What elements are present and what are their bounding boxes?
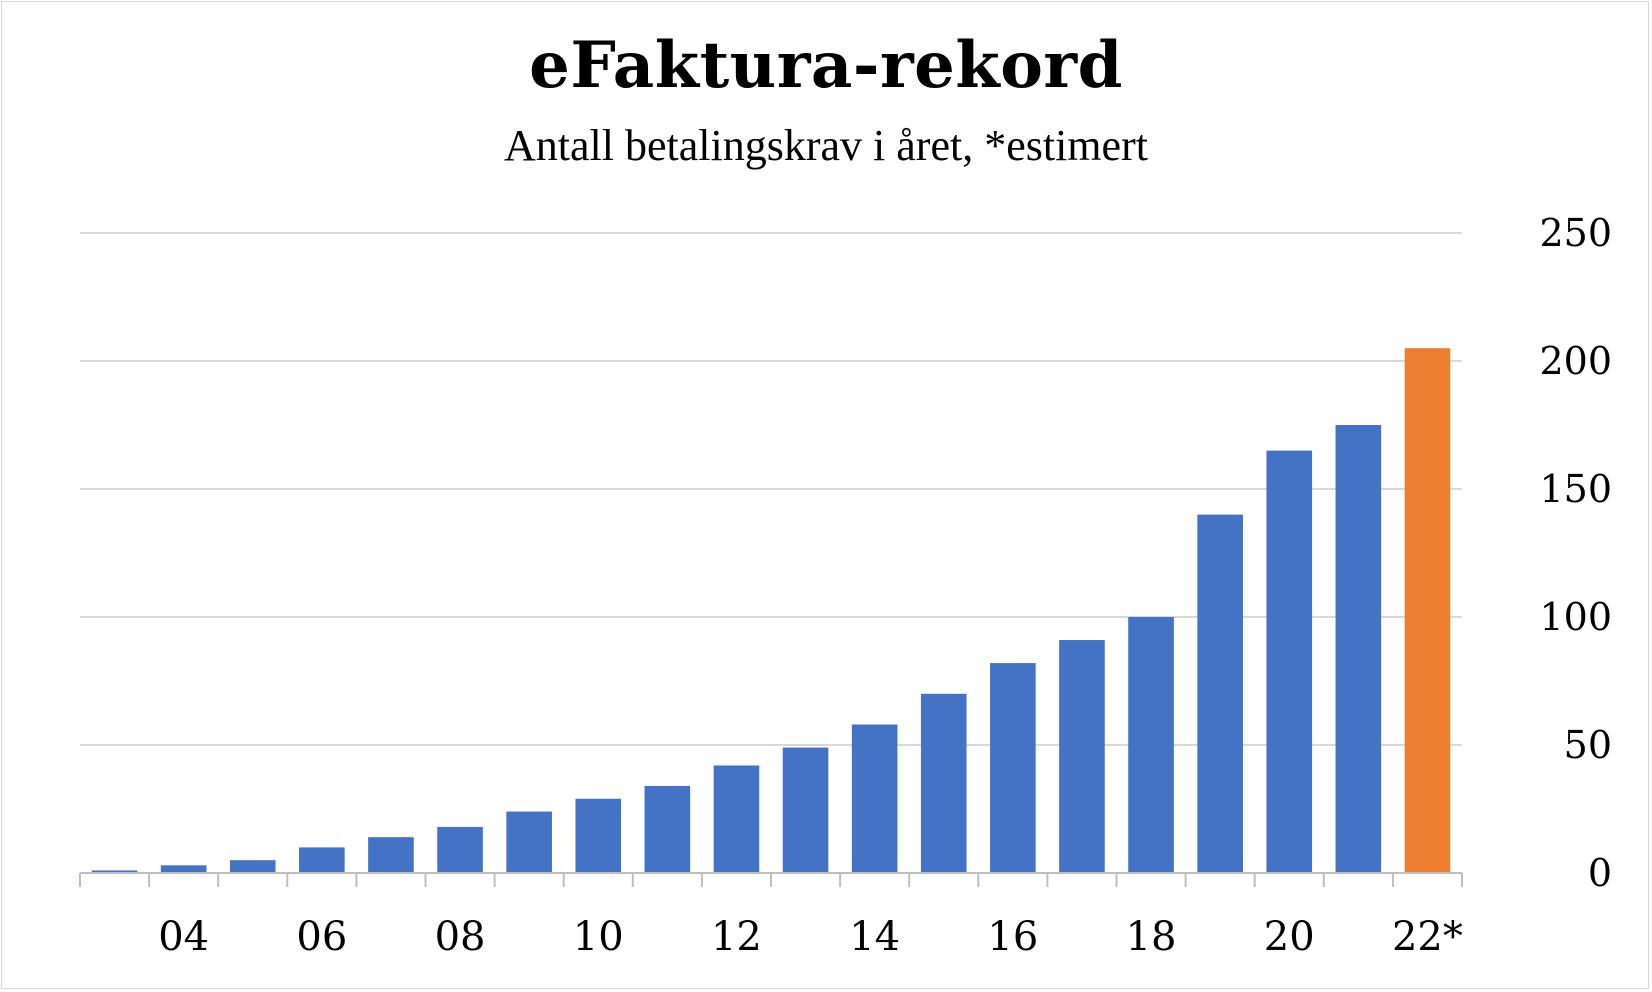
x-tick-label: 20 [1264,914,1315,960]
y-tick-label: 150 [1539,467,1612,511]
x-tick-label: 18 [1126,914,1177,960]
bar [920,693,967,873]
y-tick-label: 250 [1539,211,1612,255]
chart-title: eFaktura-rekord [529,28,1123,103]
bar [437,826,483,873]
x-axis: 04 06 08 10 12 14 16 18 20 22* [79,872,1463,960]
bar [713,765,760,873]
bar [91,870,138,873]
bar [1059,640,1105,873]
x-tick-label: 22* [1392,914,1463,960]
bar [644,785,691,873]
bar [229,860,276,873]
x-tick-label: 08 [435,914,486,960]
x-tick-label: 16 [987,914,1038,960]
gridlines [80,232,1462,746]
y-axis: 0 50 100 150 200 250 [1539,211,1612,895]
bar [782,747,829,873]
bar [1404,348,1451,873]
y-tick-label: 0 [1588,851,1612,895]
y-tick-label: 50 [1564,723,1612,767]
bar [1266,450,1313,873]
bars [91,348,1451,873]
y-tick-label: 100 [1539,595,1612,639]
bar [299,847,345,873]
x-tick-label: 06 [296,914,347,960]
bar [1197,514,1243,873]
bar [851,724,898,873]
bar [990,663,1036,873]
bar [368,837,414,873]
bar [1128,617,1174,873]
y-tick-label: 200 [1539,339,1612,383]
x-tick-label: 12 [711,914,762,960]
bar [575,798,622,873]
bar [1335,425,1382,873]
x-tick-label: 14 [849,914,900,960]
bar [506,811,552,873]
x-tick-label: 10 [573,914,624,960]
bar [160,865,207,873]
x-tick-label: 04 [158,914,209,960]
chart-subtitle: Antall betalingskrav i året, *estimert [504,121,1148,170]
